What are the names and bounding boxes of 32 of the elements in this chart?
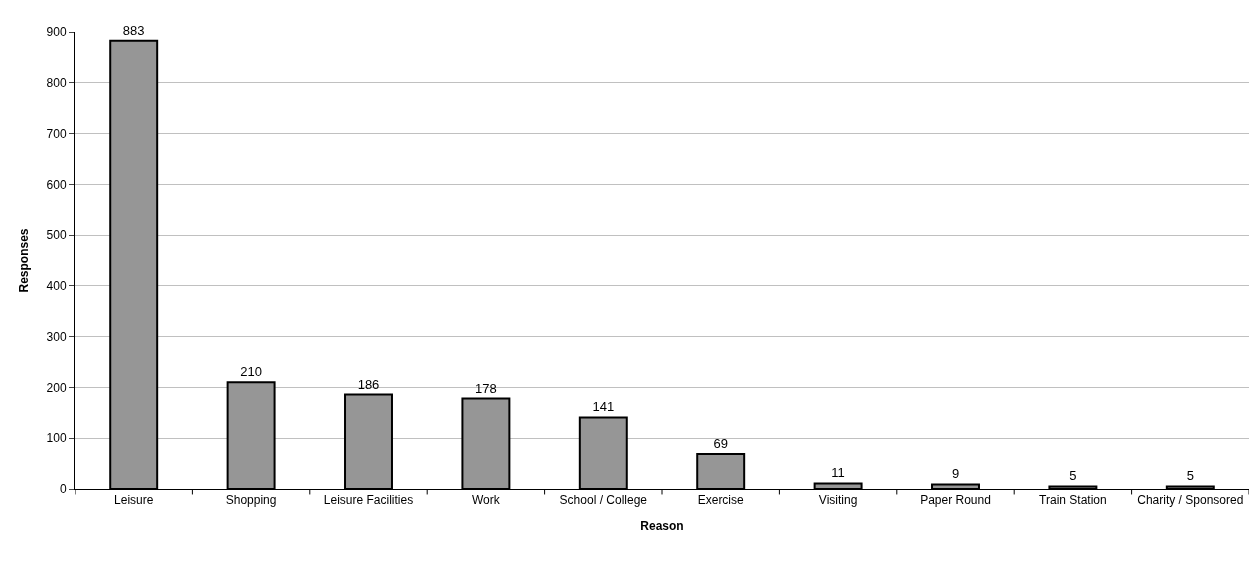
y-tick-label: 0 bbox=[59, 482, 67, 497]
data-label: 5 bbox=[1069, 468, 1077, 484]
y-tick-label: 200 bbox=[46, 380, 67, 395]
data-label: 69 bbox=[713, 435, 728, 451]
x-tick-label: Train Station bbox=[1039, 493, 1107, 508]
x-tick-label: Charity / Sponsored bbox=[1137, 493, 1244, 508]
y-tick-label: 400 bbox=[46, 279, 67, 294]
y-tick-label: 600 bbox=[46, 177, 67, 192]
data-label: 210 bbox=[240, 364, 262, 380]
data-label: 141 bbox=[592, 399, 615, 415]
x-tick-label: Exercise bbox=[697, 493, 745, 508]
x-tick-label: School / College bbox=[559, 493, 648, 508]
x-tick-label: Work bbox=[472, 493, 501, 508]
y-tick-label: 800 bbox=[46, 75, 67, 90]
x-tick-label: Leisure Facilities bbox=[323, 493, 414, 508]
y-tick-label: 900 bbox=[46, 25, 67, 40]
y-axis-title: Responses bbox=[16, 228, 31, 293]
y-tick-label: 500 bbox=[46, 228, 67, 243]
data-label: 9 bbox=[951, 466, 960, 482]
data-label: 186 bbox=[357, 376, 380, 392]
data-label: 5 bbox=[1186, 468, 1194, 484]
data-label: 11 bbox=[831, 465, 845, 481]
x-tick-label: Shopping bbox=[225, 493, 277, 508]
y-tick-label: 100 bbox=[46, 431, 67, 446]
data-label: 178 bbox=[475, 380, 497, 396]
x-axis-title: Reason bbox=[640, 519, 684, 534]
x-tick-label: Leisure bbox=[114, 493, 154, 508]
x-tick-label: Visiting bbox=[818, 493, 858, 508]
data-label: 883 bbox=[122, 22, 145, 38]
x-tick-label: Paper Round bbox=[920, 493, 991, 508]
y-tick-label: 700 bbox=[46, 126, 67, 141]
y-tick-label: 300 bbox=[46, 329, 67, 344]
